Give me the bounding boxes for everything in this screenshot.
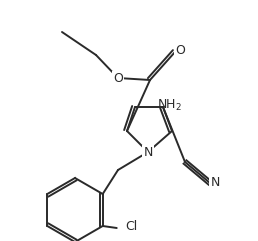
Text: N: N <box>210 176 220 189</box>
Text: O: O <box>113 72 123 85</box>
Text: O: O <box>175 45 185 58</box>
Text: Cl: Cl <box>126 221 138 234</box>
Text: N: N <box>143 146 153 159</box>
Text: NH$_2$: NH$_2$ <box>157 97 182 113</box>
